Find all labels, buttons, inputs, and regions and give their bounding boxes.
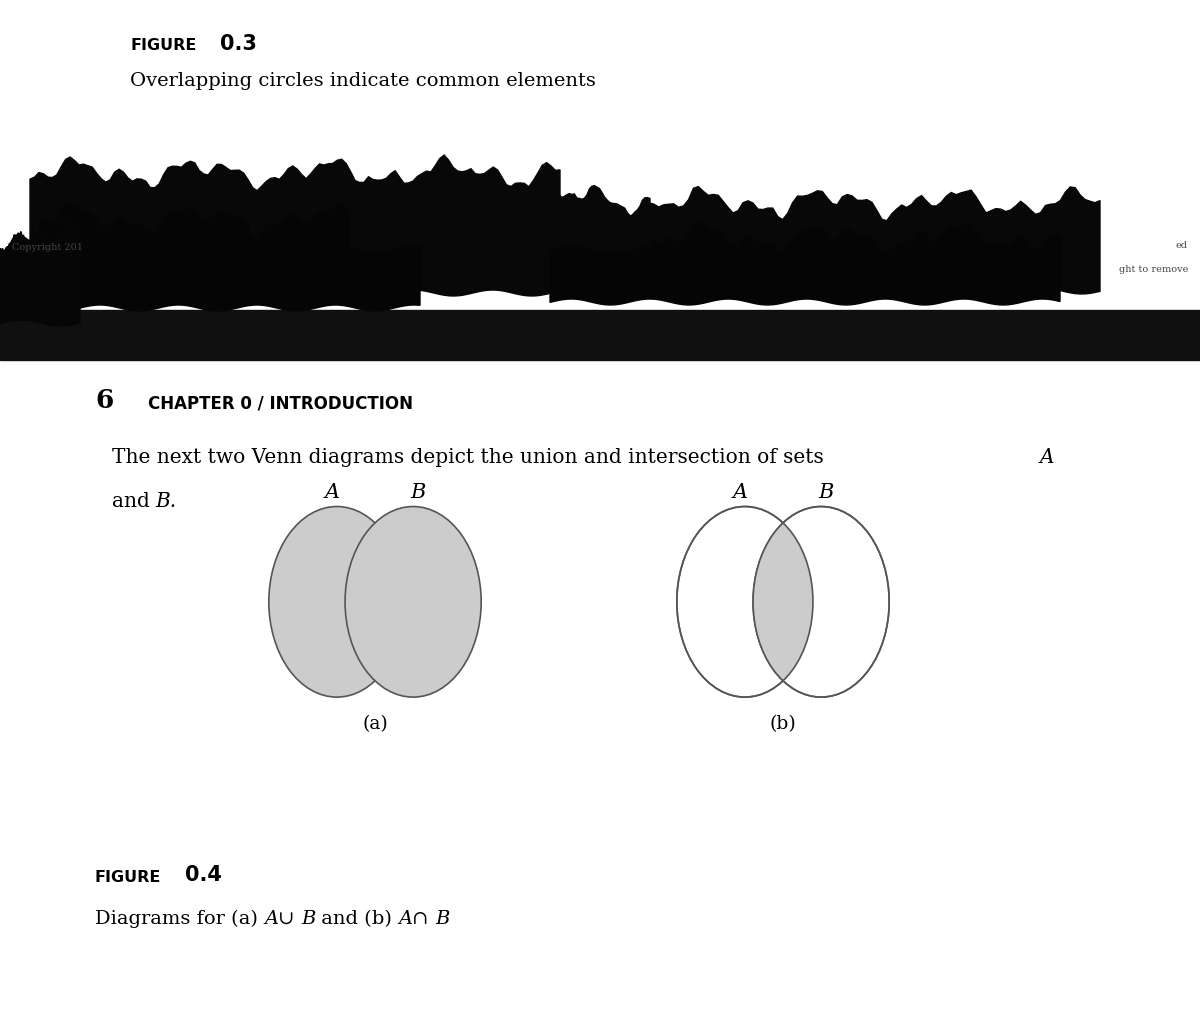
Text: B: B (818, 483, 833, 502)
Ellipse shape (346, 506, 481, 697)
Text: (a): (a) (362, 716, 388, 733)
Text: The next two Venn diagrams depict the union and intersection of sets: The next two Venn diagrams depict the un… (112, 448, 830, 467)
Text: CHAPTER 0 / INTRODUCTION: CHAPTER 0 / INTRODUCTION (148, 395, 413, 414)
Text: Overlapping circles indicate common elements: Overlapping circles indicate common elem… (130, 72, 596, 90)
Text: B: B (410, 483, 425, 502)
Text: A: A (733, 483, 748, 502)
Polygon shape (30, 155, 560, 296)
Text: B: B (436, 910, 450, 928)
Ellipse shape (269, 506, 404, 697)
Text: A: A (325, 483, 340, 502)
Text: and (b): and (b) (316, 910, 398, 928)
Ellipse shape (754, 506, 889, 697)
Ellipse shape (754, 506, 889, 697)
Polygon shape (0, 217, 80, 326)
Text: ght to remove: ght to remove (1118, 265, 1188, 275)
Ellipse shape (677, 506, 812, 697)
Polygon shape (510, 187, 1100, 294)
Text: B: B (301, 910, 316, 928)
Text: 6: 6 (95, 388, 113, 414)
Text: Diagrams for (a): Diagrams for (a) (95, 910, 264, 928)
Text: ∩: ∩ (413, 910, 436, 928)
Text: ∪: ∪ (278, 910, 301, 928)
Text: 0.4: 0.4 (185, 865, 222, 885)
Text: A: A (264, 910, 278, 928)
Polygon shape (350, 183, 650, 251)
Text: A: A (1040, 448, 1055, 467)
Bar (0, 310, 1200, 360)
Text: Copyright 201: Copyright 201 (12, 243, 83, 252)
Text: ed: ed (1176, 242, 1188, 250)
Text: FIGURE: FIGURE (130, 38, 197, 53)
Ellipse shape (677, 506, 812, 697)
Polygon shape (40, 204, 420, 311)
Polygon shape (550, 222, 1060, 305)
Text: FIGURE: FIGURE (95, 870, 161, 885)
Text: 0.3: 0.3 (220, 34, 257, 54)
Text: (b): (b) (769, 716, 797, 733)
Text: and: and (112, 492, 156, 510)
Text: A: A (398, 910, 413, 928)
Text: B.: B. (155, 492, 176, 510)
